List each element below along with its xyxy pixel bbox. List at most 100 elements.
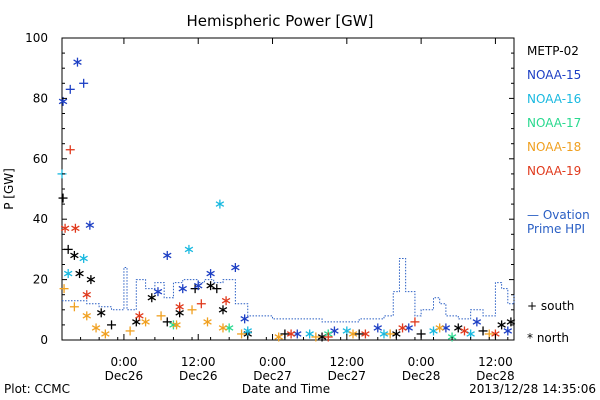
marker-legend-south: + south: [527, 299, 574, 313]
marker-stroke: [506, 319, 516, 325]
x-tick-label-day: Dec26: [179, 369, 218, 383]
marker-stroke: [435, 325, 444, 331]
marker-stroke: [221, 297, 231, 304]
marker-stroke: [206, 282, 215, 289]
marker-stroke: [373, 325, 383, 331]
point-noaa-18-south: [237, 329, 247, 339]
point-metp-02-south: [478, 326, 488, 336]
point-noaa-15-north: [178, 284, 187, 294]
marker-stroke: [379, 331, 389, 337]
point-noaa-19-south: [196, 299, 206, 309]
point-noaa-16-north: [429, 326, 438, 336]
marker-stroke: [75, 270, 84, 277]
point-noaa-18-north: [274, 332, 283, 342]
footer-source: Plot: CCMC: [4, 382, 70, 396]
point-noaa-18-north: [203, 317, 212, 327]
marker-legend: + south * north: [527, 299, 574, 345]
point-noaa-16-north: [305, 329, 314, 339]
point-noaa-15-north: [153, 287, 163, 297]
marker-stroke: [163, 252, 172, 259]
point-metp-02-south: [280, 329, 290, 339]
marker-stroke: [243, 328, 252, 334]
y-axis-label: P [GW]: [2, 168, 16, 210]
point-noaa-19-north: [361, 329, 370, 339]
point-noaa-19-south: [410, 317, 420, 327]
marker-stroke: [203, 319, 212, 325]
point-noaa-15-north: [293, 329, 302, 339]
point-noaa-15-north: [373, 323, 383, 333]
point-noaa-19-north: [221, 296, 231, 306]
x-tick-label-time: 0:00: [110, 355, 137, 369]
point-metp-02-north: [392, 329, 401, 339]
marker-stroke: [175, 303, 184, 310]
x-tick-label-day: Dec27: [328, 369, 367, 383]
marker-stroke: [305, 331, 314, 337]
legend-item-noaa-17: NOAA-17: [527, 116, 581, 130]
x-tick-label-day: Dec28: [402, 369, 441, 383]
point-noaa-15-north: [85, 220, 95, 230]
marker-stroke: [58, 98, 68, 105]
ovation-legend: — Ovation Prime HPI: [527, 208, 590, 236]
x-tick-label-day: Dec27: [253, 369, 292, 383]
legend: METP-02 NOAA-15 NOAA-16 NOAA-17 NOAA-18 NOAA-…: [527, 44, 581, 178]
point-noaa-15-north: [503, 326, 513, 336]
marker-stroke: [398, 325, 407, 331]
marker-stroke: [132, 319, 141, 325]
marker-stroke: [361, 331, 370, 337]
y-tick-label: 60: [33, 152, 48, 166]
x-tick-label-time: 0:00: [408, 355, 435, 369]
data-points: [57, 57, 516, 342]
point-noaa-16-north: [63, 269, 73, 279]
marker-stroke: [274, 334, 283, 340]
point-noaa-19-north: [71, 223, 80, 233]
legend-item-noaa-16: NOAA-16: [527, 92, 581, 106]
x-axis: 0:00Dec2612:00Dec260:00Dec2712:00Dec270:…: [61, 38, 515, 383]
footer-timestamp: 2013/12/28 14:35:06: [469, 382, 596, 396]
marker-stroke: [172, 322, 181, 328]
marker-stroke: [466, 331, 475, 337]
point-noaa-15-north: [163, 250, 172, 260]
ovation-legend-line2: Prime HPI: [527, 222, 585, 236]
point-noaa-15-north: [206, 269, 215, 279]
marker-stroke: [503, 328, 513, 334]
marker-stroke: [215, 201, 225, 207]
point-noaa-18-south: [125, 326, 135, 336]
point-noaa-18-south: [385, 329, 395, 339]
point-noaa-18-north: [82, 311, 92, 321]
ovation-legend-line1: — Ovation: [527, 208, 590, 222]
point-metp-02-south: [58, 193, 68, 203]
x-axis-label: Date and Time: [242, 382, 330, 396]
x-tick-label-time: 12:00: [478, 355, 513, 369]
point-noaa-18-north: [435, 323, 444, 333]
point-noaa-18-south: [156, 311, 166, 321]
point-metp-02-south: [212, 284, 222, 294]
marker-stroke: [472, 319, 482, 325]
point-noaa-19-north: [135, 311, 144, 321]
point-noaa-19-north: [82, 290, 92, 300]
y-tick-label: 40: [33, 212, 48, 226]
marker-stroke: [141, 319, 150, 325]
marker-stroke: [286, 331, 296, 337]
point-metp-02-north: [497, 320, 506, 330]
legend-item-noaa-18: NOAA-18: [527, 140, 581, 154]
point-metp-02-north: [70, 250, 79, 260]
marker-stroke: [153, 288, 163, 295]
marker-stroke: [135, 313, 144, 319]
point-noaa-18-south: [484, 329, 494, 339]
marker-stroke: [79, 255, 88, 262]
point-noaa-18-north: [218, 323, 228, 333]
x-tick-label-day: Dec28: [476, 369, 515, 383]
point-noaa-18-south: [69, 302, 79, 312]
point-noaa-15-north: [193, 281, 203, 291]
marker-stroke: [60, 225, 70, 232]
point-metp-02-south: [354, 329, 364, 339]
plot-area: [57, 37, 516, 342]
x-tick-label-time: 12:00: [330, 355, 365, 369]
point-noaa-17-north: [224, 323, 234, 333]
point-noaa-18-south: [59, 284, 69, 294]
marker-stroke: [73, 59, 82, 65]
point-noaa-19-north: [460, 326, 469, 336]
x-tick-label-time: 12:00: [181, 355, 216, 369]
point-metp-02-north: [506, 317, 516, 327]
